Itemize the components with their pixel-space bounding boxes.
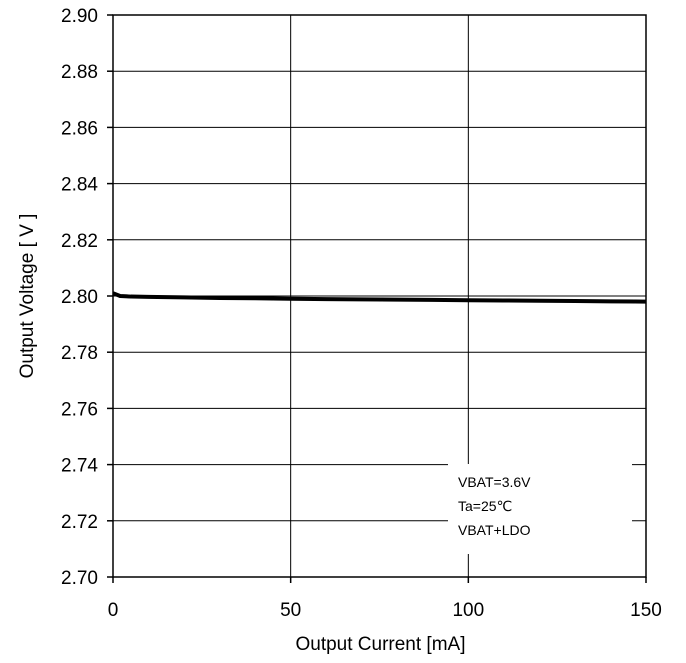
y-axis-label: Output Voltage [ V ]	[17, 214, 38, 379]
y-tick-label: 2.82	[61, 231, 98, 252]
annotation-text-group: VBAT=3.6V Ta=25℃ VBAT+LDO	[458, 474, 531, 538]
y-tick-label: 2.80	[61, 287, 98, 308]
x-tick-label: 150	[630, 600, 662, 621]
annotation-line-3: VBAT+LDO	[458, 522, 531, 538]
annotation-line-2: Ta=25℃	[458, 498, 512, 514]
y-tick-label: 2.90	[61, 6, 98, 27]
y-tick-label: 2.88	[61, 62, 98, 83]
y-tick-labels: 2.70 2.72 2.74 2.76 2.78 2.80 2.82 2.84 2.86 2.88…	[61, 6, 113, 589]
y-tick-label: 2.78	[61, 343, 98, 364]
y-tick-label: 2.70	[61, 568, 98, 589]
annotation-line-1: VBAT=3.6V	[458, 474, 531, 490]
y-tick-label: 2.72	[61, 512, 98, 533]
series-line	[112, 291, 647, 304]
x-axis-label: Output Current [mA]	[295, 634, 465, 655]
y-tick-label: 2.74	[61, 456, 98, 477]
annotation-box	[448, 464, 632, 554]
x-tick-label: 100	[452, 600, 484, 621]
series-group	[112, 291, 647, 304]
x-tick-labels: 0 50 100 150	[108, 577, 662, 621]
x-tick-label: 50	[280, 600, 301, 621]
x-tick-label: 0	[108, 600, 119, 621]
y-tick-label: 2.84	[61, 175, 98, 196]
y-tick-label: 2.86	[61, 118, 98, 139]
y-tick-label: 2.76	[61, 399, 98, 420]
